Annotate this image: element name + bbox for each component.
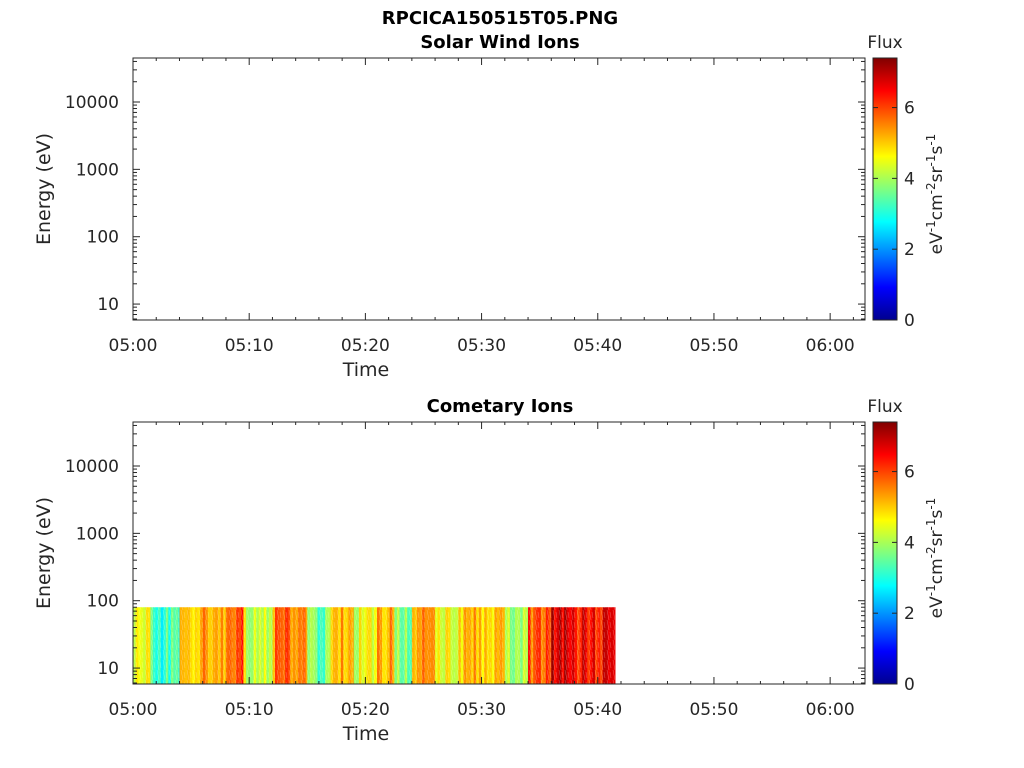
x-tick-label: 05:30 xyxy=(457,336,506,356)
spectrogram-data xyxy=(133,607,616,684)
y-tick-label: 100 xyxy=(87,592,119,612)
plot-frame xyxy=(132,57,866,321)
x-axis-label: Time xyxy=(342,359,390,381)
y-axis-label: Energy (eV) xyxy=(33,133,55,245)
x-tick-label: 06:00 xyxy=(806,336,855,356)
colorbar-gradient xyxy=(872,421,898,685)
colorbar-tick-label: 2 xyxy=(904,240,915,260)
panel-title: Cometary Ions xyxy=(427,396,574,417)
x-tick-label: 05:40 xyxy=(573,336,622,356)
y-axis-label: Energy (eV) xyxy=(33,497,55,609)
x-tick-label: 05:00 xyxy=(109,336,158,356)
x-tick-label: 05:10 xyxy=(225,700,274,720)
y-tick-label: 10 xyxy=(97,295,119,315)
x-tick-label: 05:20 xyxy=(341,700,390,720)
y-tick-label: 1000 xyxy=(76,524,119,544)
colorbar-title: Flux xyxy=(867,397,902,417)
colorbar-tick-label: 0 xyxy=(904,675,915,695)
x-tick-label: 05:50 xyxy=(689,336,738,356)
y-tick-label: 10000 xyxy=(65,93,119,113)
y-tick-label: 1000 xyxy=(76,160,119,180)
colorbar-units-label: eV-1cm-2sr-1s-1 xyxy=(924,498,947,619)
colorbar-tick-label: 4 xyxy=(904,169,915,189)
figure-title: RPCICA150515T05.PNG xyxy=(382,8,618,29)
colorbar-units-label: eV-1cm-2sr-1s-1 xyxy=(924,134,947,255)
panel-cometary-ions: Cometary Ions 05:00 05:10 05:20 05:30 05:40 05… xyxy=(33,396,947,745)
x-tick-label: 06:00 xyxy=(806,700,855,720)
colorbar-tick-label: 6 xyxy=(904,99,915,119)
colorbar: Flux 0 2 4 6 eV-1cm-2sr-1s-1 xyxy=(867,397,947,695)
colorbar-tick-label: 2 xyxy=(904,604,915,624)
x-tick-label: 05:10 xyxy=(225,336,274,356)
colorbar-gradient xyxy=(872,57,898,321)
panel-solar-wind-ions: Solar Wind Ions 05:00 05:10 05:20 05:30 05:40… xyxy=(33,32,947,381)
colorbar: Flux 0 2 4 6 eV-1cm-2sr-1s-1 xyxy=(867,33,947,331)
x-axis-label: Time xyxy=(342,723,390,745)
y-tick-label: 10000 xyxy=(65,457,119,477)
x-tick-label: 05:20 xyxy=(341,336,390,356)
colorbar-title: Flux xyxy=(867,33,902,53)
colorbar-tick-label: 4 xyxy=(904,533,915,553)
panel-title: Solar Wind Ions xyxy=(420,32,579,53)
x-tick-label: 05:40 xyxy=(573,700,622,720)
y-tick-label: 100 xyxy=(87,228,119,248)
x-tick-label: 05:50 xyxy=(689,700,738,720)
x-tick-label: 05:30 xyxy=(457,700,506,720)
data-texture xyxy=(133,607,616,684)
x-tick-label: 05:00 xyxy=(109,700,158,720)
y-tick-label: 10 xyxy=(97,659,119,679)
plot-frame xyxy=(132,421,866,685)
colorbar-tick-label: 6 xyxy=(904,463,915,483)
colorbar-tick-label: 0 xyxy=(904,311,915,331)
